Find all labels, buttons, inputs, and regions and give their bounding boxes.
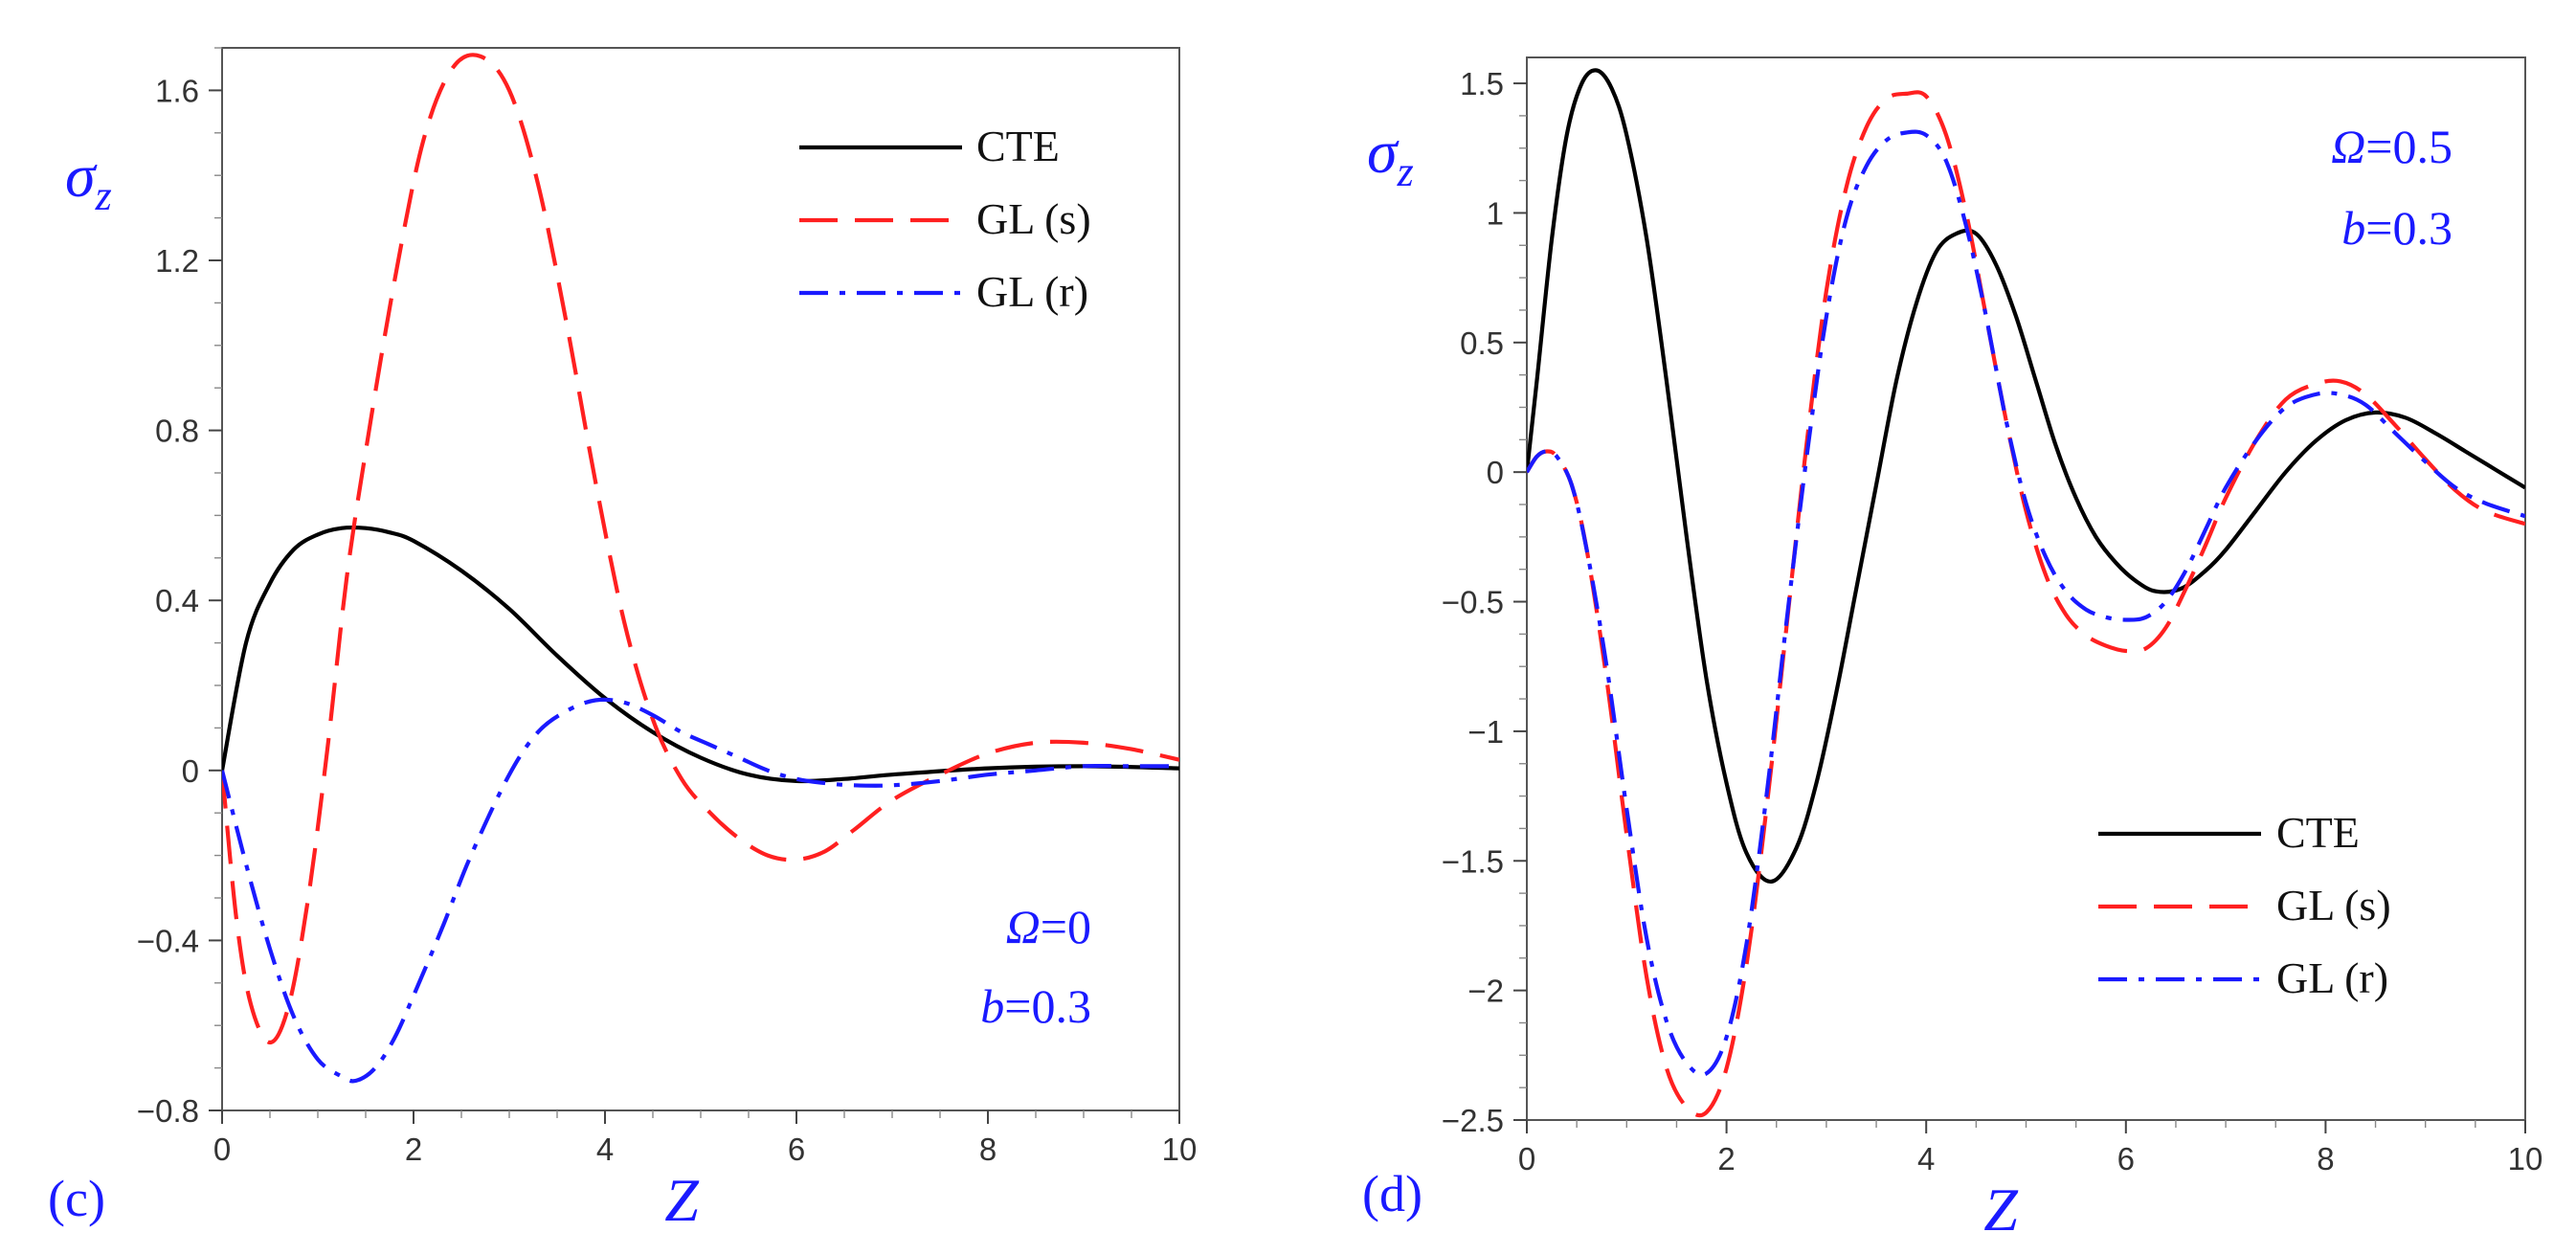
series-group [222,53,1179,1084]
series-line-cte [222,525,1179,784]
legend-label: GL (s) [976,194,1091,243]
panel-label: (c) [48,1170,105,1227]
y-tick-label: 0.5 [1460,325,1504,361]
parameter-annotation: b=0.3 [980,979,1091,1033]
x-tick-label: 0 [1518,1141,1535,1177]
y-tick-label: −0.5 [1442,585,1504,620]
annotation-value: =0.5 [2365,120,2453,173]
y-tick-label: 1 [1487,195,1504,231]
annotation-symbol: b [980,979,1004,1033]
panel-label: (d) [1362,1165,1422,1222]
x-tick-label: 2 [1717,1141,1735,1177]
chart-panel-c: 0 2 4 6 8 10 −0.8 −0.4 0 0.4 0.8 1.2 1.6 CTE GL (s) GL … [48,47,1198,1234]
y-tick-label: 0.4 [155,583,199,618]
series-line-gl-r [1527,129,2525,1077]
x-tick-label: 6 [788,1132,805,1167]
legend-label: GL (s) [2276,881,2391,930]
x-tick-label: 10 [1162,1132,1198,1167]
parameter-annotation: Ω=0 [1006,900,1091,953]
y-tick-label: −0.4 [137,923,199,958]
series-line-gl-r [222,697,1179,1084]
y-axis-subscript: z [95,172,112,219]
x-tick-label: 0 [213,1132,231,1167]
x-tick-label: 4 [1917,1141,1935,1177]
y-axis-symbol: σ [65,142,98,210]
y-tick-label: 1.6 [155,73,199,108]
y-axis-subscript: z [1397,148,1414,195]
x-tick-label: 8 [979,1132,997,1167]
annotation-symbol: b [2341,201,2365,255]
parameter-annotation: Ω=0.5 [2331,120,2453,173]
series-group [1527,68,2525,1118]
chart-panel-d: 0 2 4 6 8 10 −2.5 −2 −1.5 −1 −0.5 0 0.5 1 1.5 CTE GL (s)… [1362,56,2543,1244]
x-tick-label: 6 [2117,1141,2135,1177]
y-tick-label: −2 [1467,974,1504,1009]
y-axis-label: σz [65,142,112,219]
parameter-annotation: b=0.3 [2341,201,2453,255]
legend-label: GL (r) [2276,953,2388,1002]
x-tick-label: 8 [2317,1141,2334,1177]
y-axis-label: σz [1367,118,1414,195]
y-tick-label: 0 [1487,455,1504,490]
legend-label: GL (r) [976,267,1088,316]
y-tick-label: 0.8 [155,414,199,449]
y-tick-label: −1 [1467,714,1504,750]
series-line-cte [1527,68,2525,884]
x-axis-label: Z [664,1166,700,1234]
series-line-gl-s [222,53,1179,1045]
y-tick-label: −2.5 [1442,1103,1504,1138]
y-tick-label: −1.5 [1442,843,1504,879]
legend: CTE GL (s) GL (r) [799,122,1091,316]
annotation-value: =0.3 [2365,201,2453,255]
y-axis-symbol: σ [1367,118,1400,186]
y-tick-label: 0 [182,753,199,789]
annotation-symbol: Ω [1006,900,1041,953]
x-tick-label: 2 [405,1132,422,1167]
annotation-value: =0.3 [1004,979,1091,1033]
x-tick-label: 4 [596,1132,614,1167]
x-tick-label: 10 [2508,1141,2543,1177]
x-axis-label: Z [1983,1176,2019,1244]
legend-label: CTE [2276,808,2360,857]
annotation-symbol: Ω [2331,120,2365,173]
legend-label: CTE [976,122,1060,170]
y-tick-label: 1.2 [155,243,199,279]
annotation-value: =0 [1041,900,1091,953]
legend: CTE GL (s) GL (r) [2098,808,2391,1002]
y-tick-label: −0.8 [137,1093,199,1129]
y-tick-label: 1.5 [1460,66,1504,101]
